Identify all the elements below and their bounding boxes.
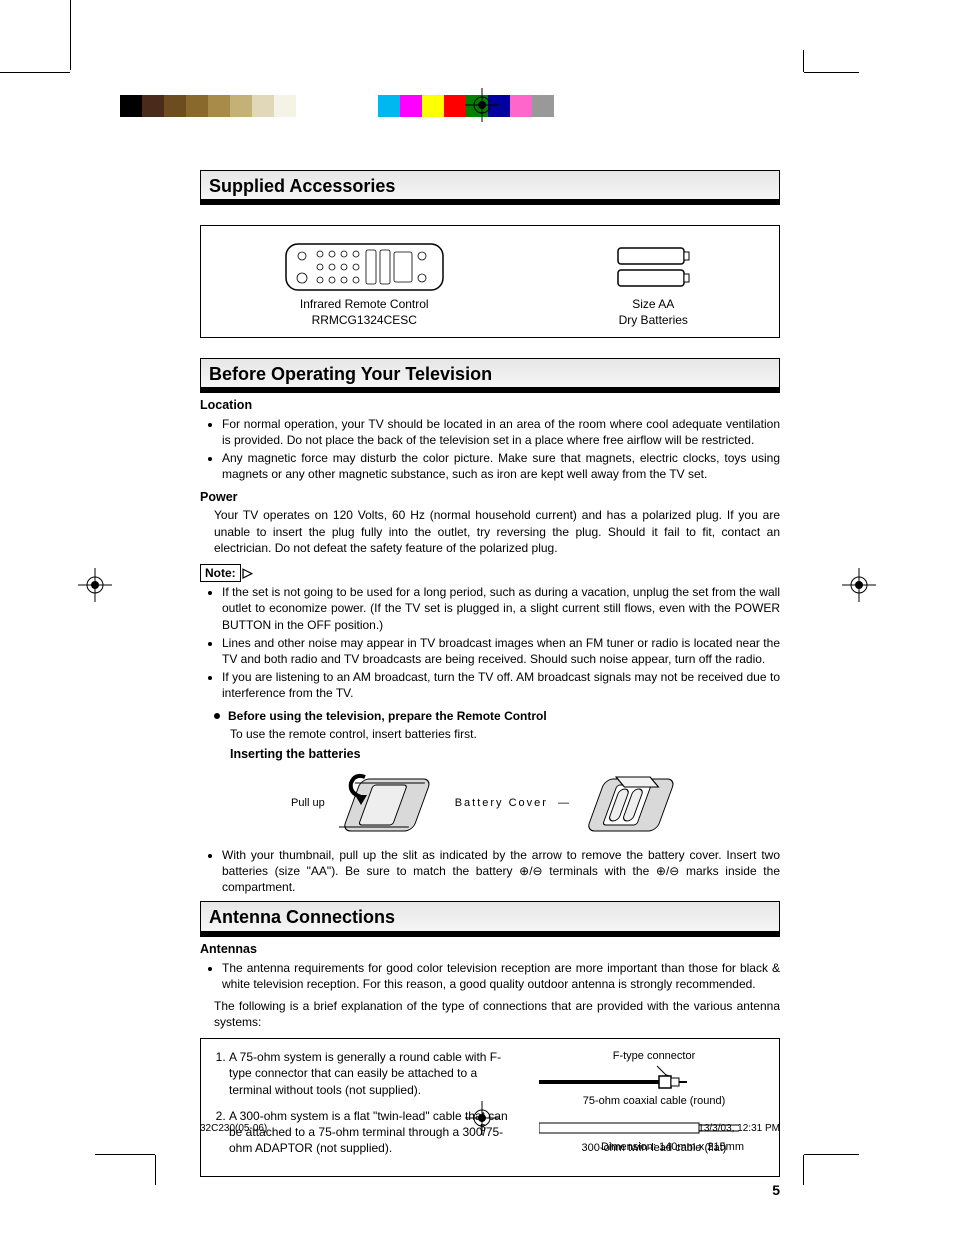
prepare-row: Before using the television, prepare the… [214, 708, 780, 724]
remote-back-pull-icon [335, 769, 445, 839]
antenna-intro-bullet: The antenna requirements for good color … [222, 960, 780, 992]
section-heading-before: Before Operating Your Television [200, 358, 780, 391]
coax-label: 75-ohm coaxial cable (round) [539, 1094, 769, 1109]
page-number: 5 [200, 1181, 780, 1200]
accessories-box: Infrared Remote Control RRMCG1324CESC Si… [200, 225, 780, 337]
remote-back-open-icon [579, 769, 689, 839]
location-heading: Location [200, 397, 780, 414]
crop-mark [95, 1154, 155, 1155]
prepare-bold: Before using the television, prepare the… [228, 709, 547, 723]
location-bullet: Any magnetic force may disturb the color… [222, 450, 780, 482]
note-bullet: Lines and other noise may appear in TV b… [222, 635, 780, 667]
pull-up-label: Pull up [291, 796, 325, 811]
crop-mark [70, 0, 71, 70]
crop-mark [803, 1155, 804, 1185]
antenna-text2: The following is a brief explanation of … [214, 998, 780, 1030]
dimension-label: Dimension: 140mm x 215mm [601, 1140, 744, 1155]
power-text: Your TV operates on 120 Volts, 60 Hz (no… [214, 507, 780, 556]
crop-mark [155, 1155, 156, 1185]
battery-cover-label: Battery Cover [455, 796, 548, 811]
antennas-heading: Antennas [200, 941, 780, 958]
accessory-batteries: Size AA Dry Batteries [608, 238, 698, 328]
location-list: For normal operation, your TV should be … [222, 416, 780, 483]
print-footer: 32C230(05-06) 5 13/3/03, 12:31 PM [200, 1122, 780, 1136]
note-arrow-icon: ▷ [243, 564, 253, 582]
crop-mark [803, 50, 804, 72]
registration-mark-icon [842, 568, 876, 602]
antenna-li-1: A 75-ohm system is generally a round cab… [229, 1049, 523, 1098]
prepare-text: To use the remote control, insert batter… [230, 726, 780, 742]
remote-label-2: RRMCG1324CESC [282, 312, 447, 328]
section-heading-supplied: Supplied Accessories [200, 170, 780, 203]
page: Supplied Accessories Infr [0, 0, 954, 1235]
note-bullet: If the set is not going to be used for a… [222, 584, 780, 633]
power-heading: Power [200, 489, 780, 506]
note-list: If the set is not going to be used for a… [222, 584, 780, 701]
crop-mark [0, 72, 70, 73]
footer-right: 13/3/03, 12:31 PM [698, 1122, 780, 1136]
accessory-remote: Infrared Remote Control RRMCG1324CESC [282, 238, 447, 328]
footer-center: 5 [480, 1122, 486, 1136]
batteries-icon [608, 238, 698, 296]
thumbnail-list: With your thumbnail, pull up the slit as… [222, 847, 780, 896]
thumbnail-bullet: With your thumbnail, pull up the slit as… [222, 847, 780, 896]
inserting-heading: Inserting the batteries [230, 746, 780, 763]
note-label: Note: [200, 564, 241, 582]
antenna-box: A 75-ohm system is generally a round cab… [200, 1038, 780, 1177]
note-bullet: If you are listening to an AM broadcast,… [222, 669, 780, 701]
battery-label-1: Size AA [608, 296, 698, 312]
ftype-label: F-type connector [539, 1049, 769, 1064]
remote-control-icon [282, 238, 447, 296]
footer-left: 32C230(05-06) [200, 1122, 267, 1136]
battery-label-2: Dry Batteries [608, 312, 698, 328]
note-row: Note:▷ [200, 558, 780, 582]
coax-cable-icon [539, 1064, 749, 1094]
bullet-icon [214, 713, 220, 719]
antenna-list: A 75-ohm system is generally a round cab… [211, 1049, 523, 1166]
crop-mark [804, 1154, 859, 1155]
registration-mark-icon [78, 568, 112, 602]
crop-mark [804, 72, 859, 73]
battery-diagram-row: Pull up Battery Cover — [200, 769, 780, 839]
registration-mark-icon [465, 88, 499, 122]
antenna-intro-list: The antenna requirements for good color … [222, 960, 780, 992]
line-icon: — [558, 796, 569, 811]
content-column: Supplied Accessories Infr [200, 170, 780, 1200]
section-heading-antenna: Antenna Connections [200, 901, 780, 934]
location-bullet: For normal operation, your TV should be … [222, 416, 780, 448]
remote-label-1: Infrared Remote Control [282, 296, 447, 312]
